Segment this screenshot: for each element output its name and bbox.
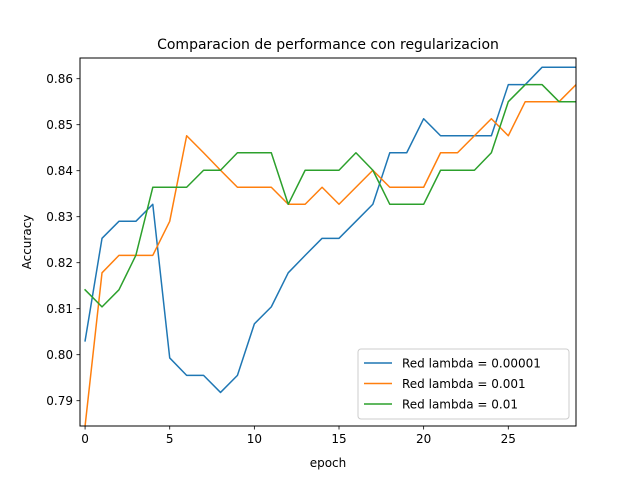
x-tick-label: 20 (416, 432, 431, 446)
chart-title: Comparacion de performance con regulariz… (157, 37, 499, 53)
legend-label-1: Red lambda = 0.00001 (402, 357, 541, 371)
y-tick-label: 0.81 (46, 302, 73, 316)
x-tick-label: 10 (247, 432, 262, 446)
y-tick-label: 0.84 (46, 164, 73, 178)
series-line-2 (84, 83, 576, 426)
x-tick-label: 0 (81, 432, 89, 446)
y-tick-label: 0.82 (46, 256, 73, 270)
legend-box (357, 348, 570, 420)
legend-label-3: Red lambda = 0.01 (402, 398, 518, 412)
y-axis: 0.79 0.80 0.81 0.82 0.83 0.84 0.85 0.86 (46, 72, 80, 408)
plot-frame (79, 57, 577, 427)
series-line-3 (84, 83, 576, 308)
x-tick-label: 5 (166, 432, 174, 446)
y-tick-label: 0.83 (46, 210, 73, 224)
x-tick-label: 15 (331, 432, 346, 446)
y-tick-label: 0.79 (46, 394, 73, 408)
series-line-1 (84, 66, 576, 394)
x-tick-label: 25 (501, 432, 516, 446)
x-axis: 0 5 10 15 20 25 (81, 426, 516, 446)
y-tick-label: 0.85 (46, 118, 73, 132)
y-axis-label: Accuracy (20, 215, 34, 270)
y-tick-label: 0.86 (46, 72, 73, 86)
legend: Red lambda = 0.00001 Red lambda = 0.001 Re… (357, 348, 570, 420)
x-axis-label: epoch (310, 456, 347, 470)
legend-label-2: Red lambda = 0.001 (402, 377, 526, 391)
y-tick-label: 0.80 (46, 348, 73, 362)
